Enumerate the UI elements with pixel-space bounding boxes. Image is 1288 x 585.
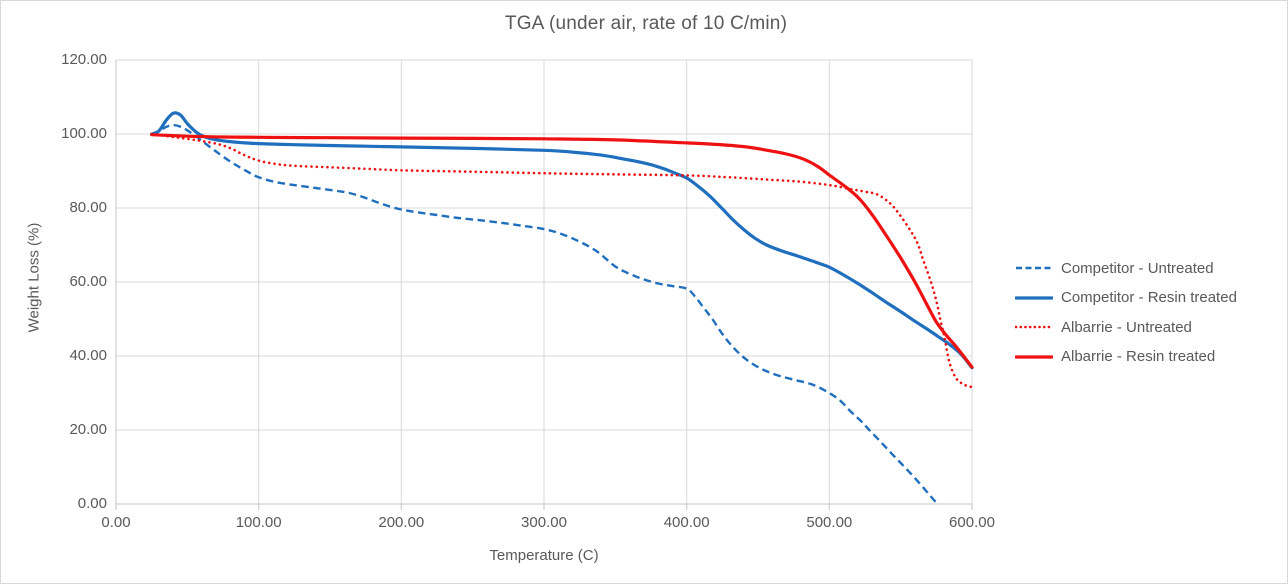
y-tick-label: 0.00 (77, 495, 107, 512)
x-tick-label: 500.00 (806, 514, 853, 531)
series-line-competitor-resin-treated (150, 111, 974, 370)
x-tick-label: 300.00 (521, 514, 567, 531)
legend-item: Competitor - Untreated (1015, 258, 1214, 278)
legend-label: Competitor - Resin treated (1061, 289, 1237, 307)
y-tick-label: 120.00 (61, 51, 107, 68)
series-line-competitor-untreated (151, 123, 940, 506)
legend-label: Albarrie - Untreated (1061, 318, 1192, 336)
legend-item: Albarrie - Untreated (1015, 317, 1192, 337)
x-tick-label: 400.00 (663, 514, 710, 531)
series-line-albarrie-resin-treated (150, 133, 974, 369)
x-axis-title: Temperature (C) (489, 547, 599, 564)
x-tick-label: 0.00 (101, 514, 131, 531)
y-tick-label: 100.00 (61, 125, 107, 142)
legend-label: Albarrie - Resin treated (1061, 348, 1216, 366)
x-tick-label: 100.00 (235, 514, 282, 531)
legend-swatch-dotted-line (1015, 325, 1053, 329)
y-tick-label: 80.00 (69, 199, 107, 216)
legend-label: Competitor - Untreated (1061, 259, 1214, 277)
legend-item: Albarrie - Resin treated (1015, 347, 1215, 367)
y-tick-label: 20.00 (69, 421, 107, 438)
y-tick-label: 40.00 (69, 347, 107, 364)
legend-swatch-dashed-line (1016, 266, 1052, 270)
y-tick-label: 60.00 (69, 273, 107, 290)
chart-title: TGA (under air, rate of 10 C/min) (504, 13, 788, 34)
legend-swatch-solid-line (1015, 355, 1053, 359)
legend-item: Competitor - Resin treated (1015, 288, 1237, 308)
series-line-albarrie-untreated (150, 132, 974, 389)
x-tick-label: 200.00 (378, 514, 425, 531)
legend-swatch-solid-line (1015, 295, 1053, 300)
x-tick-label: 600.00 (949, 514, 995, 531)
